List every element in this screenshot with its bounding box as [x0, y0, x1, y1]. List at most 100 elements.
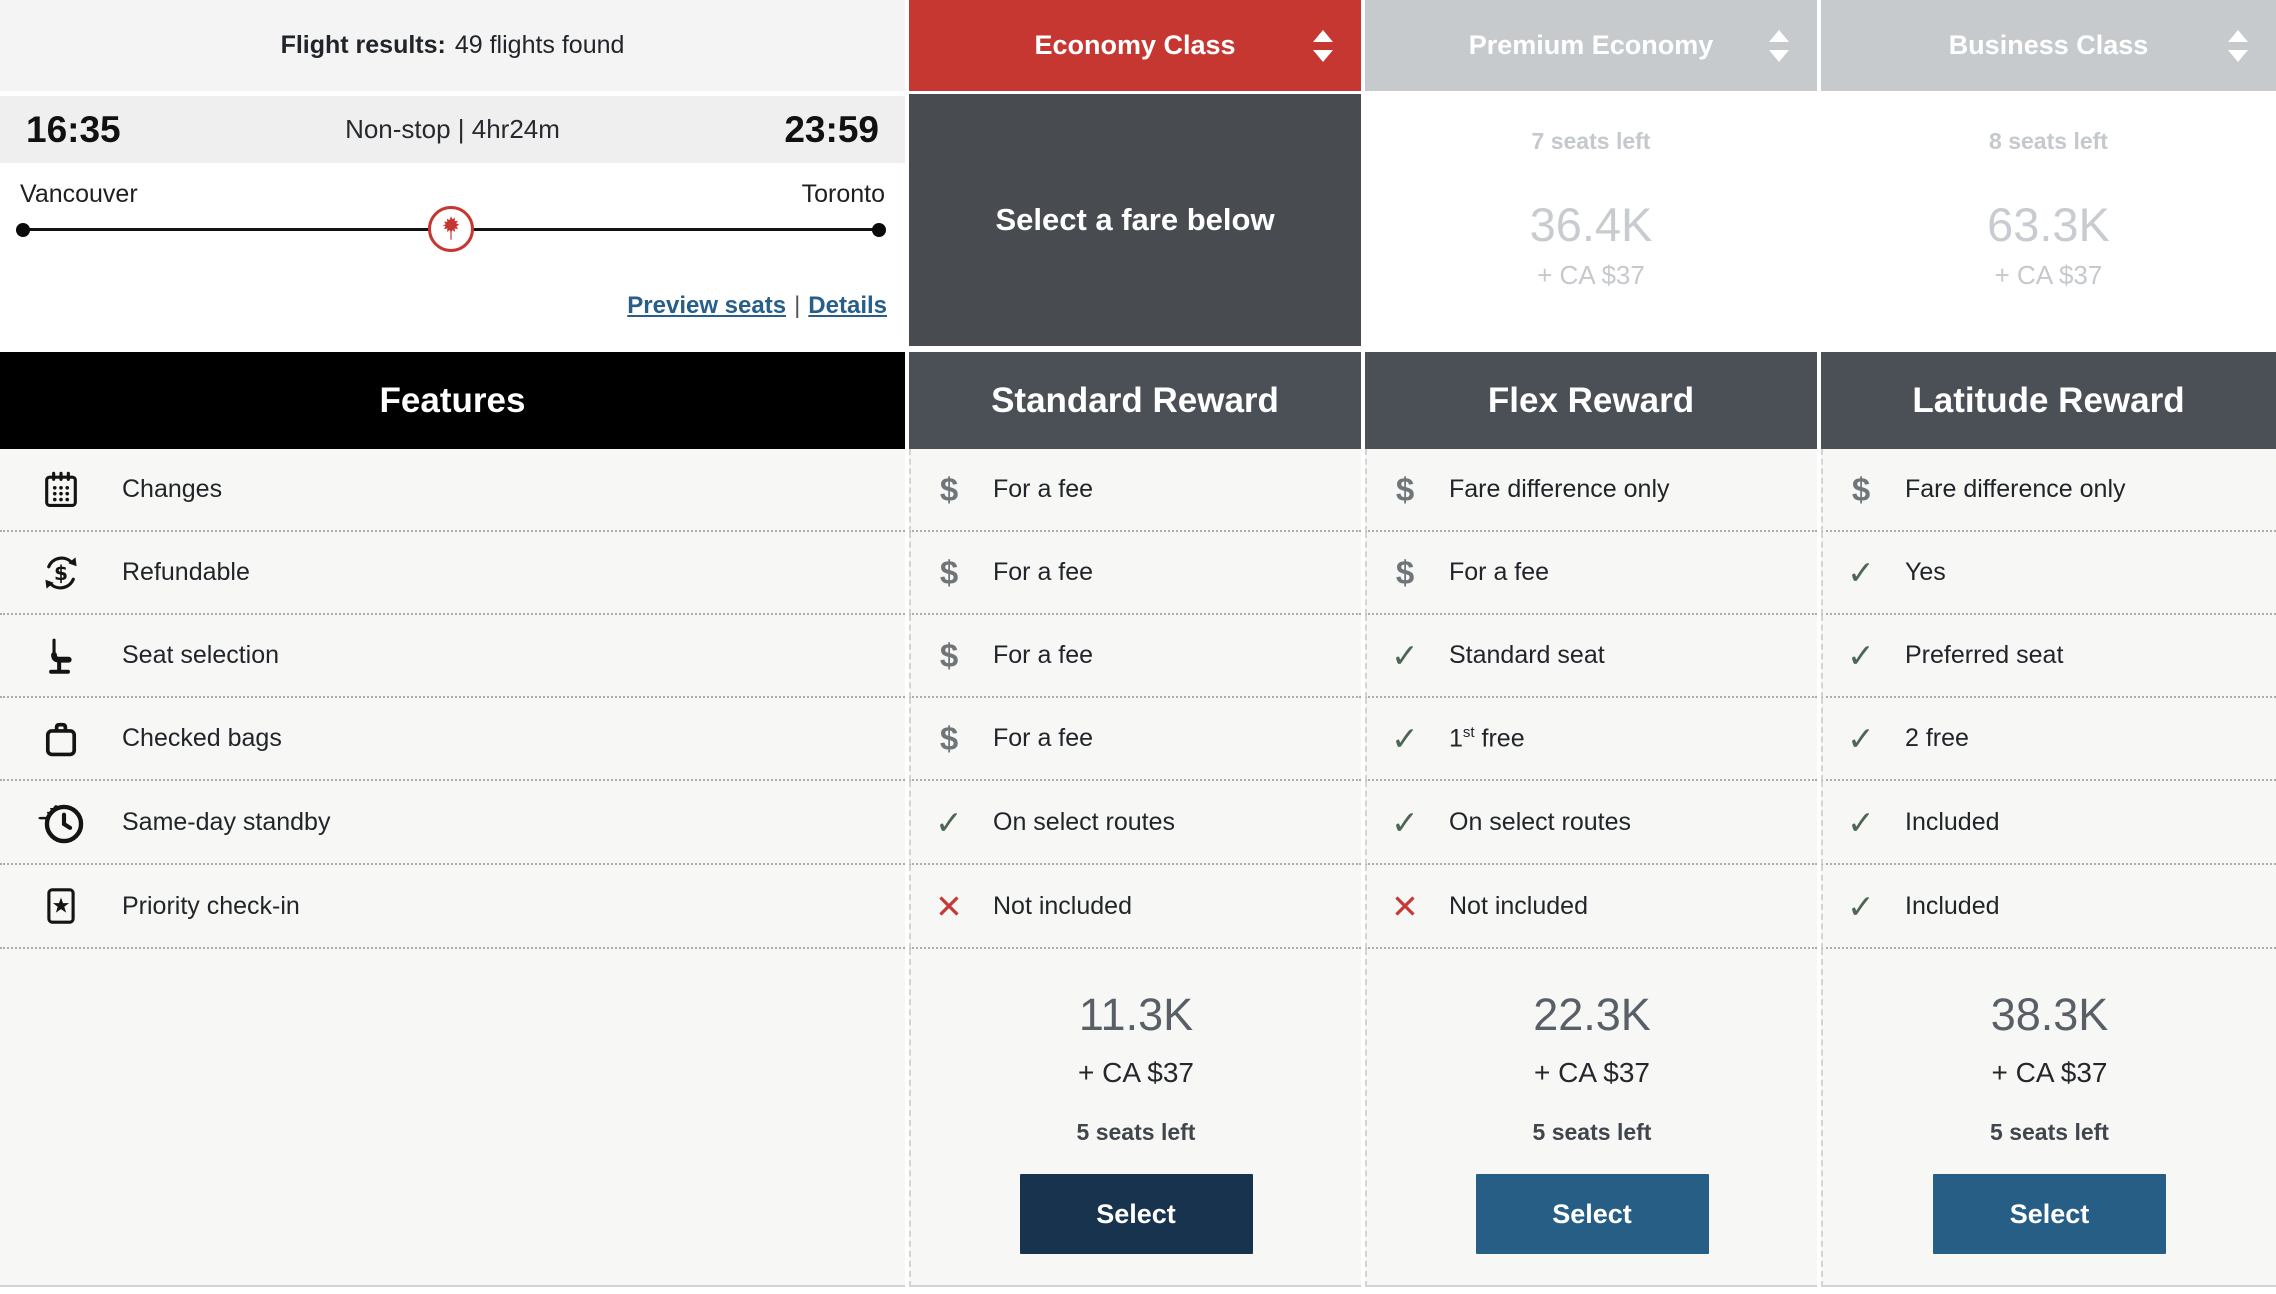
fee-icon: $ [939, 554, 959, 591]
svg-text:$: $ [54, 560, 68, 584]
cell-text: Standard seat [1449, 641, 1605, 669]
fare-cell: $ Fare difference only [1821, 449, 2276, 532]
tab-premium-economy[interactable]: Premium Economy [1365, 0, 1817, 94]
cell-text: For a fee [993, 641, 1094, 669]
sort-up-icon [1313, 29, 1333, 42]
tab-label: Premium Economy [1468, 30, 1714, 60]
select-latitude-reward-button[interactable]: Select [1933, 1174, 2166, 1254]
cell-text: 1st free [1449, 723, 1525, 753]
route-graphic [0, 204, 905, 256]
flex-reward-header: Flex Reward [1365, 352, 1817, 449]
departure-time: 16:35 [26, 108, 121, 150]
fare-cell: ✓ Included [1821, 781, 2276, 865]
check-icon: ✓ [1391, 637, 1419, 674]
airline-maple-leaf-icon [428, 206, 474, 252]
select-fare-prompt-text: Select a fare below [995, 202, 1275, 237]
cell-text: Included [1905, 891, 2000, 920]
cash-surcharge: + CA $37 [1534, 1057, 1650, 1088]
check-icon: ✓ [1847, 637, 1875, 674]
cell-text: Not included [1449, 891, 1588, 920]
fare-header-text: Standard Reward [991, 380, 1279, 420]
link-separator: | [794, 292, 801, 319]
feature-label: Changes [122, 475, 223, 503]
tab-label: Business Class [1948, 30, 2149, 60]
points-price: 63.3K [1987, 198, 2110, 251]
destination-city: Toronto [801, 180, 885, 208]
fare-cell: $ For a fee [909, 615, 1361, 698]
fee-icon: $ [1395, 554, 1415, 591]
select-fare-prompt: Select a fare below [909, 94, 1361, 346]
feature-label: Seat selection [122, 641, 280, 669]
fare-cell: ✕ Not included [909, 865, 1361, 949]
fee-icon: $ [939, 471, 959, 508]
cross-icon: ✕ [1391, 887, 1419, 925]
points-price: 22.3K [1533, 989, 1651, 1040]
sort-arrows-icon[interactable] [1313, 29, 1333, 62]
flight-times-band: 16:35 Non-stop | 4hr24m 23:59 [0, 96, 905, 163]
cash-surcharge: + CA $37 [1537, 260, 1645, 290]
points-price: 11.3K [1078, 989, 1194, 1040]
destination-dot-icon [872, 223, 886, 237]
feature-row-seat-selection: Seat selection [0, 615, 905, 698]
seats-left-badge: 5 seats left [1076, 1119, 1196, 1145]
cash-surcharge: + CA $37 [1078, 1057, 1194, 1088]
sort-up-icon [1769, 29, 1789, 42]
sort-down-icon [1313, 49, 1333, 62]
feature-row-checked-bags: Checked bags [0, 698, 905, 781]
fare-cell: ✓ Yes [1821, 532, 2276, 615]
cell-text: For a fee [993, 724, 1094, 752]
fare-cell: ✕ Not included [1365, 865, 1817, 949]
premium-economy-fare-summary: 7 seats left 36.4K + CA $37 [1365, 94, 1817, 346]
sort-arrows-icon[interactable] [1769, 29, 1789, 62]
tab-label: Economy Class [1034, 30, 1236, 60]
cash-surcharge: + CA $37 [1991, 1057, 2108, 1088]
fare-cell: $ For a fee [909, 698, 1361, 781]
cell-text: For a fee [1449, 558, 1550, 586]
details-link[interactable]: Details [808, 292, 887, 319]
flight-links: Preview seats | Details [627, 292, 887, 320]
check-icon: ✓ [1847, 887, 1875, 925]
feature-row-refundable: $ Refundable [0, 532, 905, 615]
cell-text: Not included [993, 891, 1132, 920]
seat-icon [38, 633, 84, 679]
feature-label: Refundable [122, 558, 250, 586]
feature-label: Same-day standby [122, 807, 331, 836]
business-class-fare-summary: 8 seats left 63.3K + CA $37 [1821, 94, 2276, 346]
features-column-header: Features [0, 352, 905, 449]
fee-icon: $ [1851, 471, 1871, 508]
cell-text: Included [1905, 807, 2000, 836]
fare-cell: ✓ 1st free [1365, 698, 1817, 781]
sort-arrows-icon[interactable] [2228, 29, 2248, 62]
arrival-time: 23:59 [784, 108, 879, 150]
tab-business-class[interactable]: Business Class [1821, 0, 2276, 94]
tab-economy-class[interactable]: Economy Class [909, 0, 1361, 94]
standard-reward-header: Standard Reward [909, 352, 1361, 449]
seats-left-badge: 5 seats left [1990, 1119, 2109, 1145]
route-cities: Vancouver Toronto [0, 180, 905, 209]
preview-seats-link[interactable]: Preview seats [627, 292, 787, 319]
cell-text: For a fee [993, 475, 1094, 503]
cell-text: On select routes [1449, 807, 1632, 836]
sort-down-icon [1769, 49, 1789, 62]
check-icon: ✓ [1391, 803, 1419, 841]
flight-duration: Non-stop | 4hr24m [345, 114, 560, 144]
points-price: 38.3K [1990, 989, 2109, 1040]
cell-text: Preferred seat [1905, 641, 2064, 669]
flight-results-label: Flight results: [280, 31, 446, 59]
latitude-reward-pricing: 38.3K + CA $37 5 seats left Select [1821, 949, 2276, 1287]
cell-text: 2 free [1905, 724, 1969, 752]
check-icon: ✓ [1847, 720, 1875, 757]
fare-header-text: Latitude Reward [1912, 380, 2185, 420]
latitude-reward-header: Latitude Reward [1821, 352, 2276, 449]
select-standard-reward-button[interactable]: Select [1019, 1174, 1253, 1254]
cell-text: Fare difference only [1905, 475, 2126, 503]
select-flex-reward-button[interactable]: Select [1475, 1174, 1709, 1254]
fare-cell: ✓ Standard seat [1365, 615, 1817, 698]
seats-left-badge: 5 seats left [1532, 1119, 1652, 1145]
feature-row-priority-check-in: Priority check-in [0, 865, 905, 949]
origin-city: Vancouver [20, 180, 138, 208]
refund-icon: $ [38, 550, 84, 596]
fare-cell: ✓ Preferred seat [1821, 615, 2276, 698]
check-icon: ✓ [1847, 803, 1875, 841]
fare-cell: ✓ Included [1821, 865, 2276, 949]
